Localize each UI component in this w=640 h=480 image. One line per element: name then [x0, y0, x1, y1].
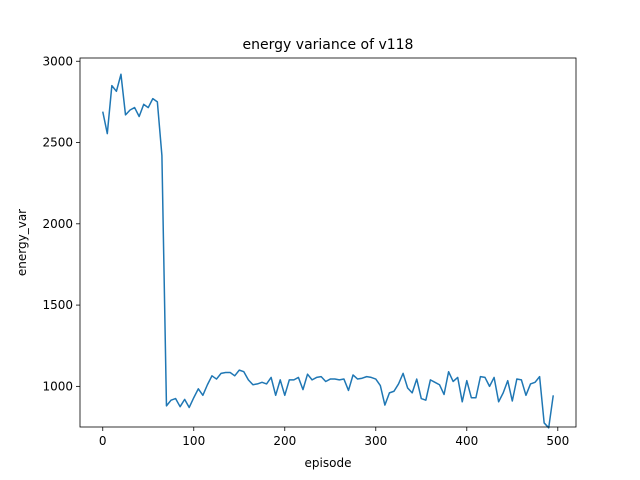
- x-tick-label: 500: [546, 434, 569, 448]
- x-tick-label: 0: [99, 434, 107, 448]
- y-tick-label: 3000: [42, 54, 73, 68]
- y-tick-label: 1500: [42, 298, 73, 312]
- y-tick-label: 2000: [42, 217, 73, 231]
- x-axis-label: episode: [305, 456, 352, 470]
- x-tick-label: 100: [182, 434, 205, 448]
- x-tick-label: 200: [273, 434, 296, 448]
- plot-area: [80, 58, 576, 427]
- x-tick-label: 300: [364, 434, 387, 448]
- y-axis-label: energy_var: [15, 209, 29, 276]
- chart-title: energy variance of v118: [243, 37, 414, 53]
- x-tick-label: 400: [455, 434, 478, 448]
- y-tick-label: 1000: [42, 379, 73, 393]
- y-tick-label: 2500: [42, 136, 73, 150]
